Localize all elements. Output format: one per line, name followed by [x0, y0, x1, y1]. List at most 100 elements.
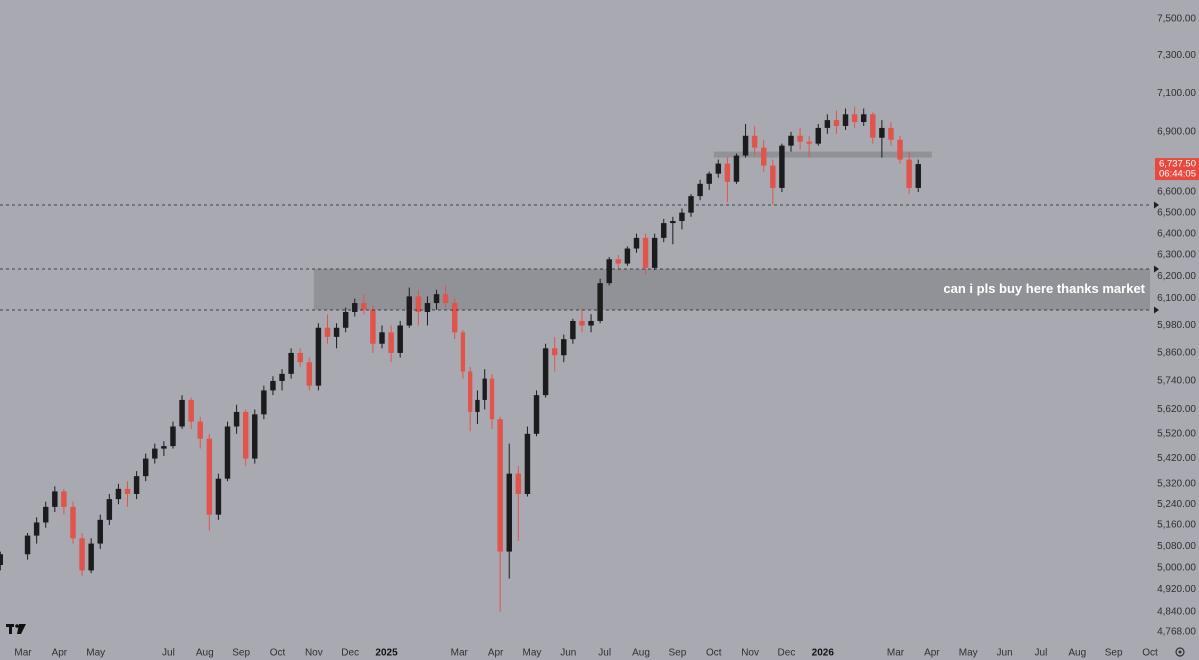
candle-body: [124, 488, 131, 494]
candle-body: [206, 438, 213, 515]
candle-body: [24, 535, 31, 555]
candle-body: [79, 538, 85, 571]
y-tick-label: 4,840.00: [1157, 606, 1196, 617]
candle-body: [224, 426, 231, 479]
candle-body: [233, 411, 240, 427]
candle-body: [551, 348, 558, 356]
candle-body: [851, 114, 858, 123]
x-tick-label: Apr: [924, 648, 940, 659]
x-tick-label: Mar: [451, 648, 469, 659]
candle-body: [342, 311, 349, 328]
y-tick-label: 5,620.00: [1157, 404, 1196, 415]
x-tick-label: Dec: [778, 648, 796, 659]
candle-body: [506, 473, 512, 552]
candle-body: [670, 221, 676, 224]
y-tick-label: 6,100.00: [1157, 293, 1196, 304]
y-tick-label: 5,860.00: [1157, 348, 1196, 359]
candle-body: [833, 120, 840, 126]
candle-body: [170, 426, 176, 447]
countdown: 06:44:05: [1159, 169, 1196, 180]
candle-body: [442, 294, 449, 304]
candle-body: [679, 212, 685, 222]
candle-body: [597, 283, 603, 321]
candle-body: [242, 411, 249, 459]
candle-body: [397, 325, 403, 353]
settings-icon[interactable]: [1175, 647, 1185, 657]
candle-body: [579, 320, 585, 326]
candle-body: [215, 478, 222, 515]
candle-body: [424, 303, 431, 312]
y-tick-label: 7,100.00: [1157, 88, 1196, 99]
candle-body: [761, 147, 767, 166]
y-tick-label: 5,160.00: [1157, 520, 1196, 531]
candle-body: [533, 395, 540, 434]
candle-body: [52, 491, 58, 507]
level-marker: [1154, 265, 1159, 273]
candle-body: [897, 139, 903, 160]
candle-body: [706, 173, 712, 184]
candle-body: [688, 196, 694, 213]
candle-body: [633, 237, 640, 249]
candle-body: [475, 399, 480, 412]
candle-body: [261, 390, 267, 415]
candle-body: [642, 237, 649, 268]
axes: can i pls buy here thanks market 7,500.00…: [0, 14, 1199, 659]
candle-body: [88, 543, 94, 571]
price-tag: [1155, 158, 1199, 181]
candle-body: [379, 332, 385, 344]
y-tick-label: 4,920.00: [1157, 584, 1196, 595]
y-tick-label: 5,420.00: [1157, 453, 1196, 464]
x-tick-label: Apr: [52, 648, 68, 659]
x-tick-label: Dec: [341, 648, 359, 659]
candle-body: [524, 433, 531, 494]
candle-body: [433, 294, 440, 304]
candle-body: [806, 141, 812, 144]
x-tick-label: Oct: [706, 648, 722, 659]
candle-body: [624, 248, 631, 264]
candle-body: [467, 371, 473, 412]
x-tick-label: Jul: [1035, 648, 1048, 659]
x-tick-label: 2026: [812, 648, 835, 659]
candle-body: [615, 259, 622, 264]
x-tick-label: May: [959, 648, 978, 659]
candle-body: [879, 127, 885, 138]
y-tick-label: 6,300.00: [1157, 250, 1196, 261]
x-tick-label: Oct: [1142, 648, 1158, 659]
candle-body: [651, 237, 658, 268]
candle-body: [152, 448, 158, 459]
x-tick-label: Oct: [270, 648, 286, 659]
candle-body: [570, 320, 576, 340]
candle-body: [133, 476, 140, 494]
candle-body: [788, 135, 794, 146]
candle-body: [515, 473, 522, 494]
candle-body: [306, 362, 313, 386]
x-tick-label: Sep: [1105, 648, 1123, 659]
y-tick-label: 5,000.00: [1157, 562, 1196, 573]
plot-area: [0, 106, 1150, 612]
candle-body: [61, 491, 67, 507]
x-tick-label: Aug: [1068, 648, 1086, 659]
candle-body: [724, 163, 731, 182]
x-tick-label: Sep: [232, 648, 250, 659]
x-tick-label: Jun: [560, 648, 576, 659]
candle-body: [352, 303, 358, 312]
candle-body: [370, 309, 376, 344]
candle-body: [315, 327, 322, 386]
tradingview-logo: [6, 624, 26, 634]
x-tick-label: Aug: [632, 648, 650, 659]
x-tick-label: May: [523, 648, 542, 659]
candle-body: [751, 135, 758, 148]
candle-body: [489, 378, 495, 420]
x-tick-label: Jul: [162, 648, 175, 659]
candle-body: [906, 159, 912, 188]
candle-body: [715, 163, 722, 174]
candle-body: [361, 303, 367, 310]
y-tick-label: 5,080.00: [1157, 541, 1196, 552]
candle-body: [179, 399, 185, 427]
y-tick-label: 6,400.00: [1157, 228, 1196, 239]
x-tick-label: Mar: [887, 648, 905, 659]
y-tick-label: 7,500.00: [1157, 14, 1196, 25]
candle-body: [106, 499, 113, 520]
